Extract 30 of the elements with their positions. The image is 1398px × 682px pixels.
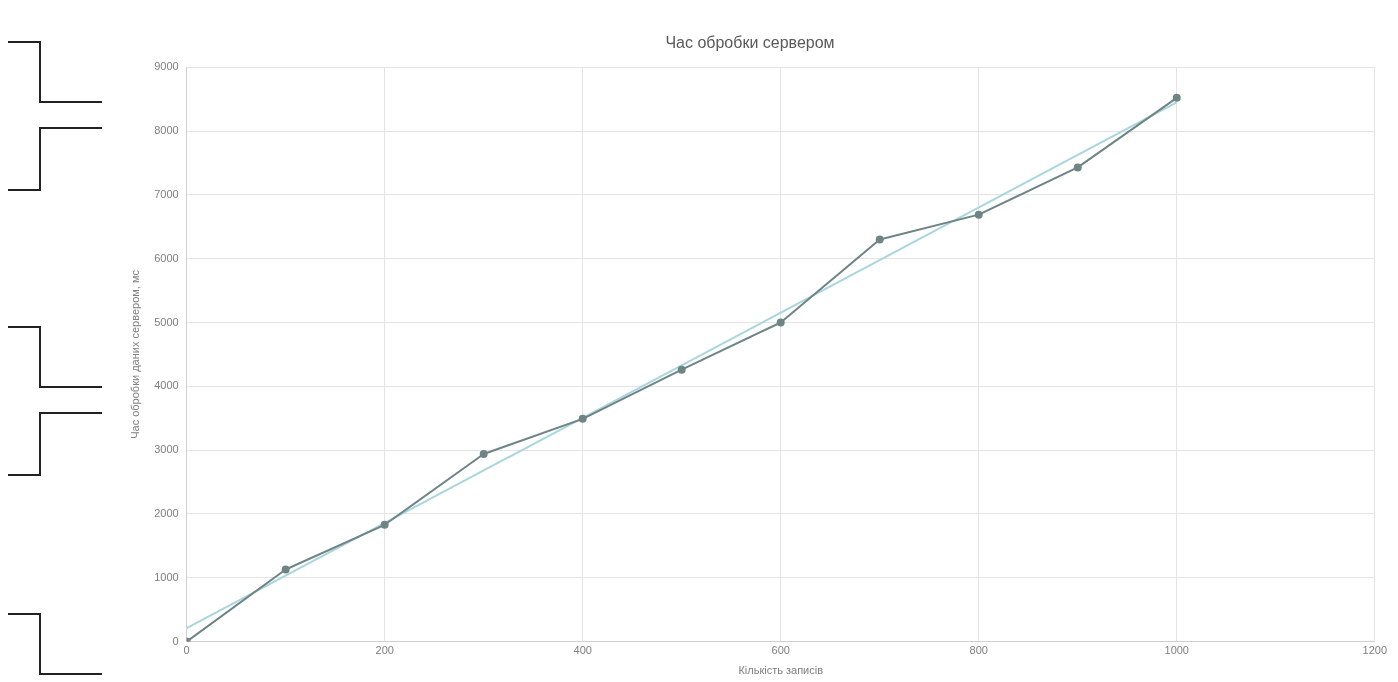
point: [974, 210, 983, 219]
y-axis-title: Час обробки даних сервером, мс: [128, 269, 141, 439]
x-tick-label: 1200: [1362, 644, 1388, 657]
point: [380, 520, 389, 529]
y-tick-label: 9000: [154, 60, 179, 73]
x-tick-label: 400: [573, 644, 592, 657]
y-tick-label: 1000: [154, 570, 179, 583]
y-tick-label: 2000: [154, 506, 179, 519]
point: [479, 449, 488, 458]
y-tick-label: 8000: [154, 124, 179, 137]
y-tick-label: 0: [172, 634, 179, 647]
point: [677, 365, 686, 374]
y-tick-label: 6000: [154, 251, 179, 264]
y-tick-label: 3000: [154, 443, 179, 456]
x-tick-label: 800: [969, 644, 988, 657]
x-tick-label: 200: [375, 644, 394, 657]
x-tick-label: 1000: [1164, 644, 1189, 657]
point: [578, 414, 587, 423]
y-tick-label: 7000: [154, 187, 179, 200]
y-tick-label: 4000: [154, 379, 179, 392]
point: [1073, 163, 1082, 172]
point: [875, 235, 884, 244]
x-tick-label: 0: [183, 644, 190, 657]
point: [1172, 93, 1181, 102]
point: [776, 318, 785, 327]
y-tick-label: 5000: [154, 315, 179, 328]
chart-title: Час обробки сервером: [665, 34, 835, 52]
point: [281, 565, 290, 574]
x-axis-title: Кількість записів: [738, 664, 824, 677]
x-tick-label: 600: [771, 644, 790, 657]
